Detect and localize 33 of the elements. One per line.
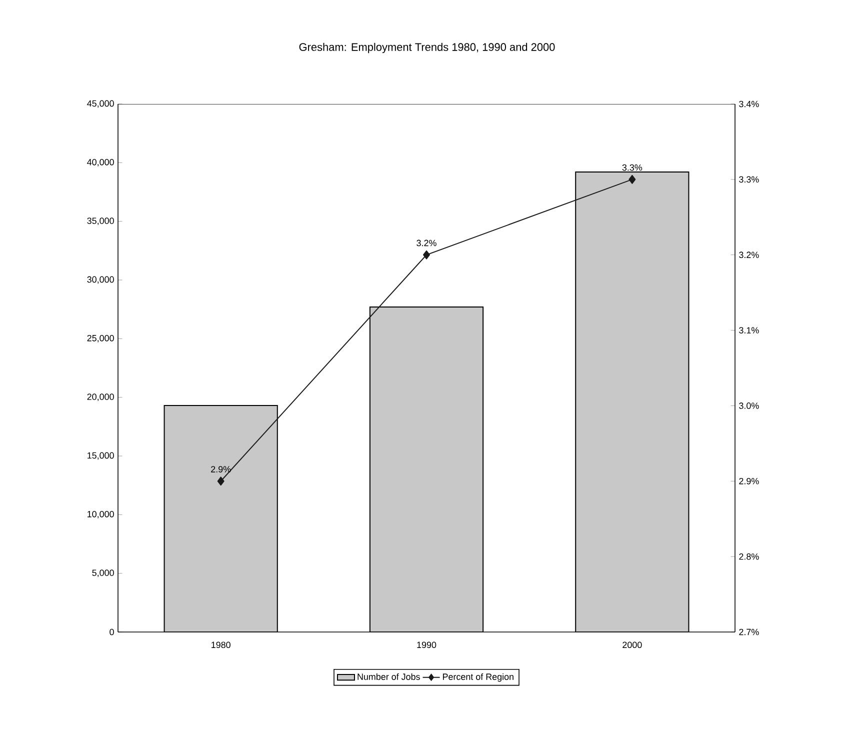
y-tick-label: 30,000 [87,276,114,284]
y-tick-label: 15,000 [88,452,114,460]
y2-tick-label: 3.0% [739,402,759,409]
x-tick-label: 2000 [622,642,642,648]
data-label: 2.9% [211,466,231,472]
y2-tick-label: 3.3% [739,176,759,183]
point [628,174,636,184]
y2-tick-label: 3.1% [739,327,759,334]
point [423,250,430,260]
point [217,476,224,486]
bar [369,306,484,632]
x-tick-label: 1990 [417,642,436,648]
chart-title: Gresham: Employment Trends 1980, 1990 and 2000 [299,42,555,54]
y-tick-label: 35,000 [87,218,114,226]
y-tick-label: 5,000 [92,570,114,578]
y-tick-label: 0 [110,628,114,636]
y2-tick-label: 2.9% [739,478,759,484]
data-label: 3.3% [622,164,642,171]
y2-tick-label: 3.2% [739,252,759,258]
y-tick-label: 45,000 [87,100,114,108]
data-label: 3.2% [416,240,436,246]
y2-tick-label: 3.4% [739,100,759,108]
x-tick-label: 1980 [212,642,230,648]
bar [575,172,690,632]
y-tick-label: 10,000 [88,510,114,518]
y-tick-label: 20,000 [87,394,114,402]
legend-label: Percent of Region [442,673,514,682]
y2-tick-label: 2.8% [739,553,759,560]
legend-label: Number of Jobs [358,673,420,680]
y-tick-label: 40,000 [87,158,114,166]
y2-tick-label: 2.7% [739,628,759,636]
y-tick-label: 25,000 [87,334,114,342]
bar [164,405,278,632]
